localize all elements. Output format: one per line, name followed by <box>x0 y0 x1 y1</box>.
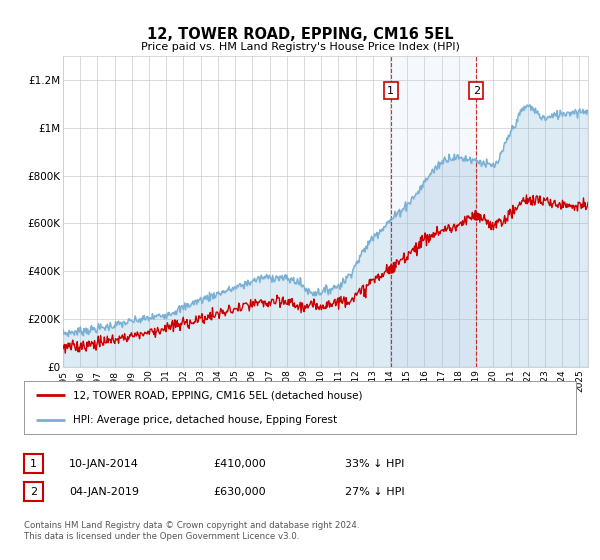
Text: 27% ↓ HPI: 27% ↓ HPI <box>345 487 404 497</box>
Text: 2: 2 <box>30 487 37 497</box>
Text: 33% ↓ HPI: 33% ↓ HPI <box>345 459 404 469</box>
Text: 1: 1 <box>387 86 394 96</box>
Text: £410,000: £410,000 <box>213 459 266 469</box>
Text: Price paid vs. HM Land Registry's House Price Index (HPI): Price paid vs. HM Land Registry's House … <box>140 42 460 52</box>
Text: HPI: Average price, detached house, Epping Forest: HPI: Average price, detached house, Eppi… <box>73 414 337 424</box>
Text: 04-JAN-2019: 04-JAN-2019 <box>69 487 139 497</box>
Text: £630,000: £630,000 <box>213 487 266 497</box>
Text: Contains HM Land Registry data © Crown copyright and database right 2024.
This d: Contains HM Land Registry data © Crown c… <box>24 521 359 540</box>
Text: 2: 2 <box>473 86 480 96</box>
Text: 12, TOWER ROAD, EPPING, CM16 5EL: 12, TOWER ROAD, EPPING, CM16 5EL <box>146 27 454 42</box>
Bar <box>391 56 476 367</box>
Text: 1: 1 <box>30 459 37 469</box>
Text: 12, TOWER ROAD, EPPING, CM16 5EL (detached house): 12, TOWER ROAD, EPPING, CM16 5EL (detach… <box>73 390 362 400</box>
Text: 10-JAN-2014: 10-JAN-2014 <box>69 459 139 469</box>
